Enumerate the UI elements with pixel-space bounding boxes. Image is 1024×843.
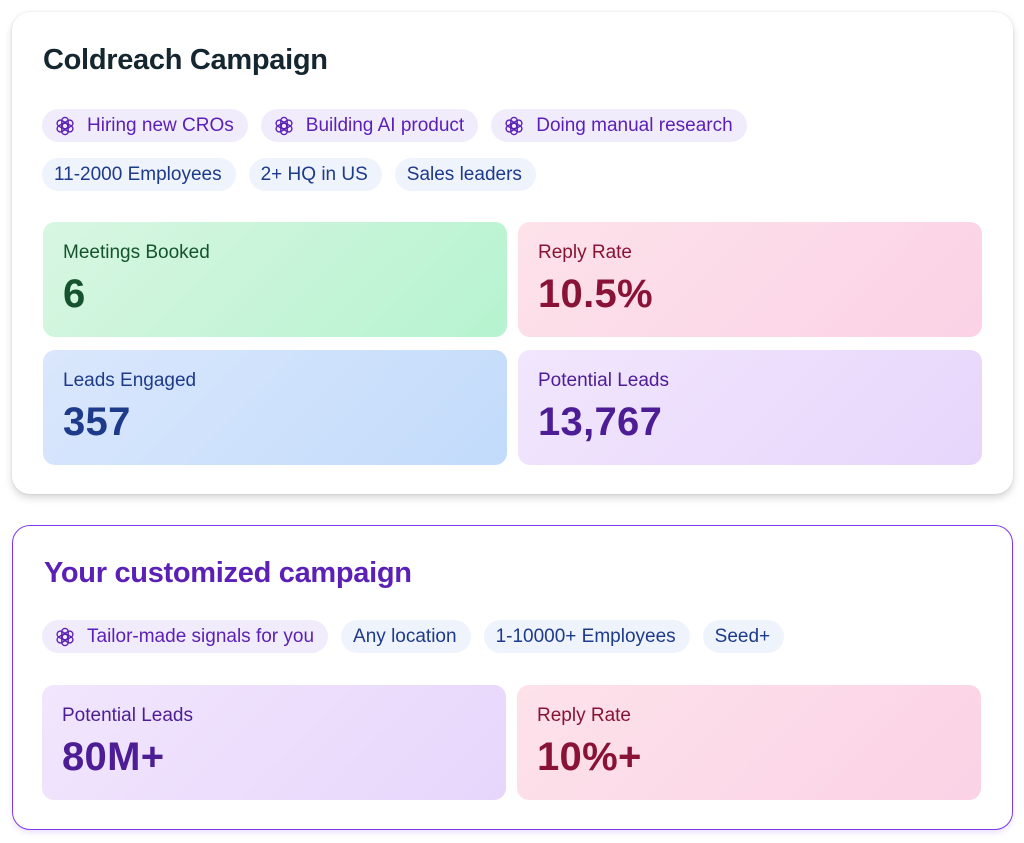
- chip-label: Doing manual research: [536, 114, 733, 136]
- metric-potential-leads: Potential Leads 13,767: [518, 350, 982, 465]
- metric-leads-engaged: Leads Engaged 357: [43, 350, 507, 465]
- metric-value: 13,767: [538, 400, 663, 444]
- filter-chip-sales-leaders[interactable]: Sales leaders: [394, 158, 536, 191]
- filter-chip-employees[interactable]: 11-2000 Employees: [42, 158, 236, 191]
- signal-chip-row: Hiring new CROs Building AI product Doin…: [42, 109, 747, 142]
- metric-label: Leads Engaged: [63, 370, 197, 391]
- ai-knot-icon: [503, 115, 525, 137]
- filter-chip-employees[interactable]: 1-10000+ Employees: [483, 620, 690, 653]
- customized-campaign-card: Your customized campaign Tailor-made sig…: [12, 525, 1013, 830]
- metric-label: Reply Rate: [537, 705, 631, 726]
- chip-label: Building AI product: [305, 114, 465, 136]
- metric-label: Potential Leads: [62, 705, 193, 726]
- metric-value: 10%+: [537, 735, 642, 779]
- signal-chip-hiring-cros[interactable]: Hiring new CROs: [42, 109, 248, 142]
- metric-label: Reply Rate: [538, 242, 632, 263]
- metric-meetings-booked: Meetings Booked 6: [43, 222, 507, 337]
- signal-chip-manual-research[interactable]: Doing manual research: [491, 109, 747, 142]
- coldreach-campaign-card: Coldreach Campaign Hiring new CROs Build…: [12, 12, 1013, 494]
- filter-chip-stage[interactable]: Seed+: [702, 620, 785, 653]
- metric-reply-rate: Reply Rate 10%+: [517, 685, 981, 800]
- ai-knot-icon: [54, 115, 76, 137]
- custom-chip-row: Tailor-made signals for you Any location…: [42, 620, 785, 653]
- signal-chip-building-ai[interactable]: Building AI product: [260, 109, 479, 142]
- signal-chip-tailor-made[interactable]: Tailor-made signals for you: [42, 620, 329, 653]
- metric-value: 6: [63, 272, 86, 316]
- metric-label: Meetings Booked: [63, 242, 210, 263]
- ai-knot-icon: [273, 115, 295, 137]
- filter-chip-location[interactable]: Any location: [341, 620, 471, 653]
- filter-chip-row: 11-2000 Employees 2+ HQ in US Sales lead…: [42, 158, 536, 191]
- metric-value: 80M+: [62, 735, 165, 779]
- metric-value: 357: [63, 400, 131, 444]
- metric-reply-rate: Reply Rate 10.5%: [518, 222, 982, 337]
- filter-chip-hq[interactable]: 2+ HQ in US: [248, 158, 382, 191]
- metric-value: 10.5%: [538, 272, 653, 316]
- campaign-title: Coldreach Campaign: [43, 44, 328, 76]
- custom-campaign-title: Your customized campaign: [44, 557, 412, 589]
- metric-label: Potential Leads: [538, 370, 669, 391]
- chip-label: Hiring new CROs: [87, 114, 234, 136]
- metric-potential-leads: Potential Leads 80M+: [42, 685, 506, 800]
- chip-label: Tailor-made signals for you: [87, 625, 315, 647]
- ai-knot-icon: [54, 626, 76, 648]
